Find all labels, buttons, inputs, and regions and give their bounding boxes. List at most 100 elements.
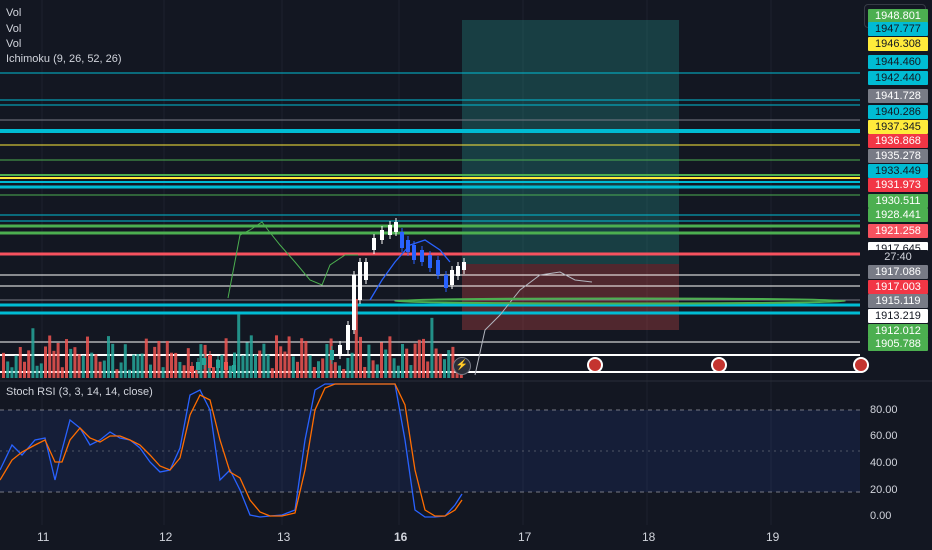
horizontal-levels[interactable] bbox=[0, 72, 860, 373]
volume-bar bbox=[291, 356, 295, 378]
lightning-icon[interactable]: ⚡ bbox=[453, 357, 471, 375]
price-label[interactable]: 1935.278 bbox=[868, 149, 928, 163]
volume-bar bbox=[140, 353, 144, 378]
volume-bar bbox=[333, 362, 337, 378]
price-label[interactable]: 1948.801 bbox=[868, 9, 928, 23]
volume-bar bbox=[325, 344, 329, 378]
price-label[interactable]: 1917.003 bbox=[868, 280, 928, 294]
candle-body bbox=[352, 275, 356, 330]
price-label[interactable]: 1905.788 bbox=[868, 337, 928, 351]
legend-vol-3[interactable]: Vol bbox=[6, 38, 22, 50]
candle-body bbox=[358, 262, 362, 300]
us-flag-event-icon[interactable] bbox=[711, 357, 727, 373]
price-label[interactable]: 1912.012 bbox=[868, 324, 928, 338]
volume-bar bbox=[157, 340, 161, 378]
rsi-tick: 40.00 bbox=[870, 457, 898, 469]
volume-bar bbox=[10, 367, 14, 378]
candle-body bbox=[400, 232, 404, 248]
volume-bar bbox=[132, 354, 136, 378]
volume-bar bbox=[60, 367, 64, 378]
price-label[interactable]: 1921.258 bbox=[868, 224, 928, 238]
candle-body bbox=[450, 270, 454, 285]
volume-bar bbox=[18, 346, 22, 378]
volume-bar bbox=[90, 352, 94, 378]
candle-body bbox=[330, 350, 334, 360]
legend-vol-2[interactable]: Vol bbox=[6, 23, 22, 35]
volume-bar bbox=[380, 342, 383, 378]
candle-body bbox=[380, 230, 384, 240]
volume-bar bbox=[149, 364, 152, 378]
candle-body bbox=[462, 262, 466, 270]
volume-bar bbox=[212, 367, 215, 378]
candle-body bbox=[372, 238, 376, 250]
price-label[interactable]: 1946.308 bbox=[868, 37, 928, 51]
price-label[interactable]: 1947.777 bbox=[868, 22, 928, 36]
volume-bar bbox=[375, 364, 379, 378]
volume-bar bbox=[178, 361, 182, 378]
volume-bar bbox=[249, 335, 253, 378]
price-label[interactable]: 1931.973 bbox=[868, 178, 928, 192]
volume-bar bbox=[296, 361, 299, 378]
price-label[interactable]: 1915.119 bbox=[868, 294, 928, 308]
price-label[interactable]: 1942.440 bbox=[868, 71, 928, 85]
volume-bar bbox=[262, 343, 266, 378]
date-tick-today: 16 bbox=[394, 530, 408, 544]
volume-bar bbox=[48, 335, 52, 378]
date-tick: 17 bbox=[518, 530, 532, 544]
price-label[interactable]: 27:40 bbox=[868, 250, 928, 264]
volume-bar bbox=[287, 336, 291, 378]
volume-bar bbox=[371, 360, 375, 378]
date-tick: 11 bbox=[37, 530, 50, 544]
candle-body bbox=[412, 245, 416, 260]
price-label[interactable]: 1941.728 bbox=[868, 89, 928, 103]
volume-bar bbox=[153, 346, 157, 378]
candle-body bbox=[216, 360, 220, 368]
price-label[interactable]: 1944.460 bbox=[868, 55, 928, 69]
volume-bar bbox=[443, 359, 446, 378]
legend-vol-1[interactable]: Vol bbox=[6, 7, 22, 19]
us-flag-event-icon[interactable] bbox=[853, 357, 869, 373]
volume-bar bbox=[199, 344, 203, 378]
volume-bar bbox=[405, 348, 409, 378]
volume-bar bbox=[363, 366, 367, 378]
candle-body bbox=[196, 362, 200, 370]
legend-ichimoku[interactable]: Ichimoku (9, 26, 52, 26) bbox=[6, 53, 122, 65]
volume-bar bbox=[94, 354, 98, 378]
rsi-tick: 0.00 bbox=[870, 510, 892, 522]
volume-bar bbox=[6, 361, 10, 378]
volume-bar bbox=[102, 360, 106, 378]
volume-bar bbox=[77, 354, 81, 378]
price-label[interactable]: 1930.511 bbox=[868, 194, 928, 208]
candle-body bbox=[364, 262, 368, 280]
price-label[interactable]: 1937.345 bbox=[868, 120, 928, 134]
legend-stoch-rsi[interactable]: Stoch RSI (3, 3, 14, 14, close) bbox=[6, 386, 153, 398]
volume-bar bbox=[186, 348, 190, 378]
volume-bar bbox=[73, 347, 77, 378]
volume-bar bbox=[174, 352, 178, 378]
candle-body bbox=[428, 255, 432, 268]
price-label[interactable]: 1940.286 bbox=[868, 105, 928, 119]
volume-bar bbox=[128, 369, 131, 378]
volume-bar bbox=[237, 313, 241, 378]
candle-body bbox=[208, 355, 212, 368]
volume-bar bbox=[434, 348, 438, 378]
price-label[interactable]: 1936.868 bbox=[868, 134, 928, 148]
volume-bar bbox=[111, 343, 115, 378]
date-tick: 19 bbox=[766, 530, 780, 544]
price-label[interactable]: 1933.449 bbox=[868, 164, 928, 178]
volume-bar bbox=[396, 365, 400, 378]
volume-bar bbox=[304, 340, 308, 378]
price-label[interactable]: 1928.441 bbox=[868, 208, 928, 222]
us-flag-event-icon[interactable] bbox=[587, 357, 603, 373]
price-label[interactable]: 1917.086 bbox=[868, 265, 928, 279]
volume-bar bbox=[413, 343, 417, 378]
volume-bar bbox=[279, 346, 283, 378]
volume-bar bbox=[228, 365, 232, 378]
candle-body bbox=[406, 240, 410, 252]
volume-bar bbox=[447, 350, 451, 378]
volume-bar bbox=[417, 339, 421, 378]
profit-zone[interactable] bbox=[462, 20, 679, 264]
volume-bar bbox=[98, 361, 102, 378]
price-label[interactable]: 1913.219 bbox=[868, 309, 928, 323]
